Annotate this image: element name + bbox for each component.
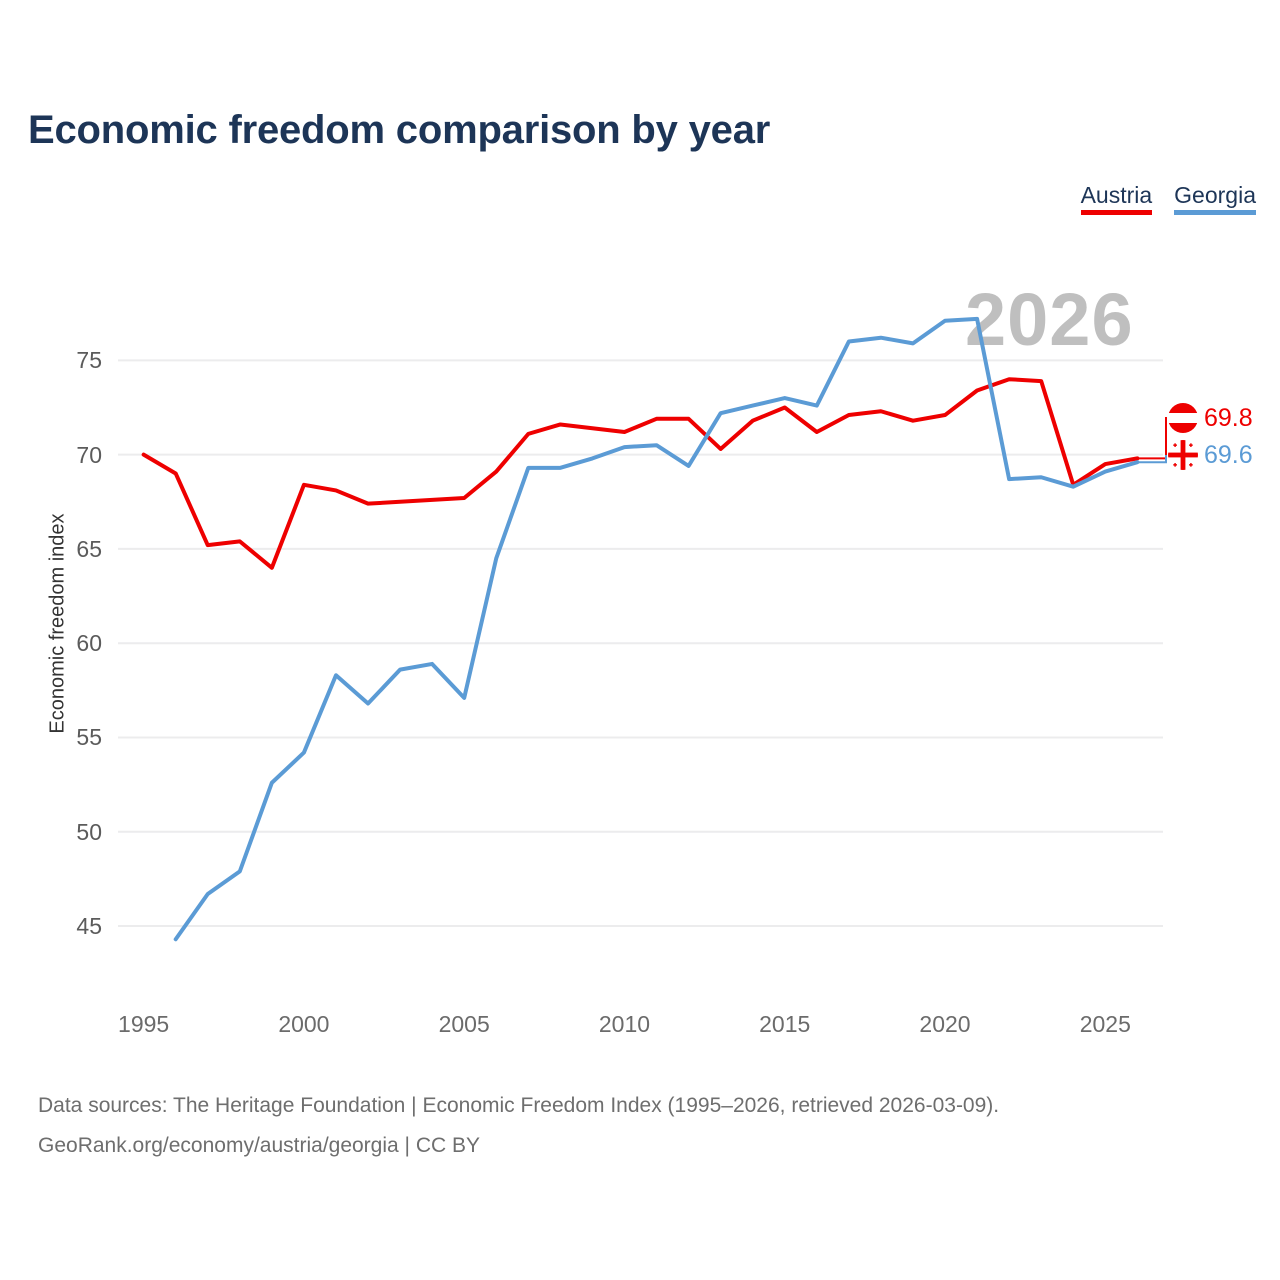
x-tick-label: 2010	[598, 1011, 651, 1037]
end-label-georgia: 69.6	[1168, 440, 1253, 470]
legend-label-austria: Austria	[1080, 182, 1153, 208]
y-tick-label: 65	[76, 535, 102, 562]
legend-rule-georgia	[1174, 210, 1256, 215]
x-tick-label: 2000	[278, 1011, 330, 1037]
x-tick-label: 2025	[1079, 1011, 1131, 1037]
series-line-austria[interactable]	[141, 377, 1140, 570]
y-tick-label: 75	[76, 347, 102, 374]
georgia-flag-icon	[1168, 440, 1198, 470]
footer: Data sources: The Heritage Foundation | …	[38, 1086, 999, 1166]
y-tick-label: 45	[76, 913, 102, 940]
legend-item-austria[interactable]: Austria	[1080, 182, 1153, 215]
x-tick-label: 1995	[118, 1011, 170, 1037]
end-connector-austria	[1137, 417, 1167, 460]
austria-flag-icon	[1168, 403, 1198, 433]
y-tick-label: 70	[76, 441, 102, 468]
legend-rule-austria	[1080, 210, 1153, 215]
x-tick-label: 2015	[759, 1011, 811, 1037]
legend-item-georgia[interactable]: Georgia	[1174, 182, 1256, 215]
watermark-year: 2026	[965, 278, 1134, 361]
end-label-austria: 69.8	[1168, 403, 1253, 433]
page-title: Economic freedom comparison by year	[28, 108, 771, 152]
x-tick-label: 2020	[919, 1011, 971, 1037]
end-connectors	[1137, 417, 1167, 464]
end-value-austria: 69.8	[1204, 403, 1253, 432]
end-connector-georgia	[1137, 455, 1167, 464]
footer-line-sources: Data sources: The Heritage Foundation | …	[38, 1094, 1000, 1117]
end-value-georgia: 69.6	[1204, 440, 1253, 469]
y-tick-label: 60	[76, 630, 102, 657]
legend-label-georgia: Georgia	[1174, 182, 1256, 208]
legend: Austria Georgia	[1080, 182, 1256, 215]
x-tick-label: 2005	[438, 1011, 490, 1037]
y-tick-label: 55	[76, 724, 102, 751]
series-line-georgia[interactable]	[173, 316, 1140, 942]
series-lines	[141, 316, 1140, 942]
footer-line-attribution: GeoRank.org/economy/austria/georgia | CC…	[38, 1134, 481, 1157]
y-tick-label: 50	[76, 818, 102, 845]
gridlines	[118, 359, 1163, 928]
